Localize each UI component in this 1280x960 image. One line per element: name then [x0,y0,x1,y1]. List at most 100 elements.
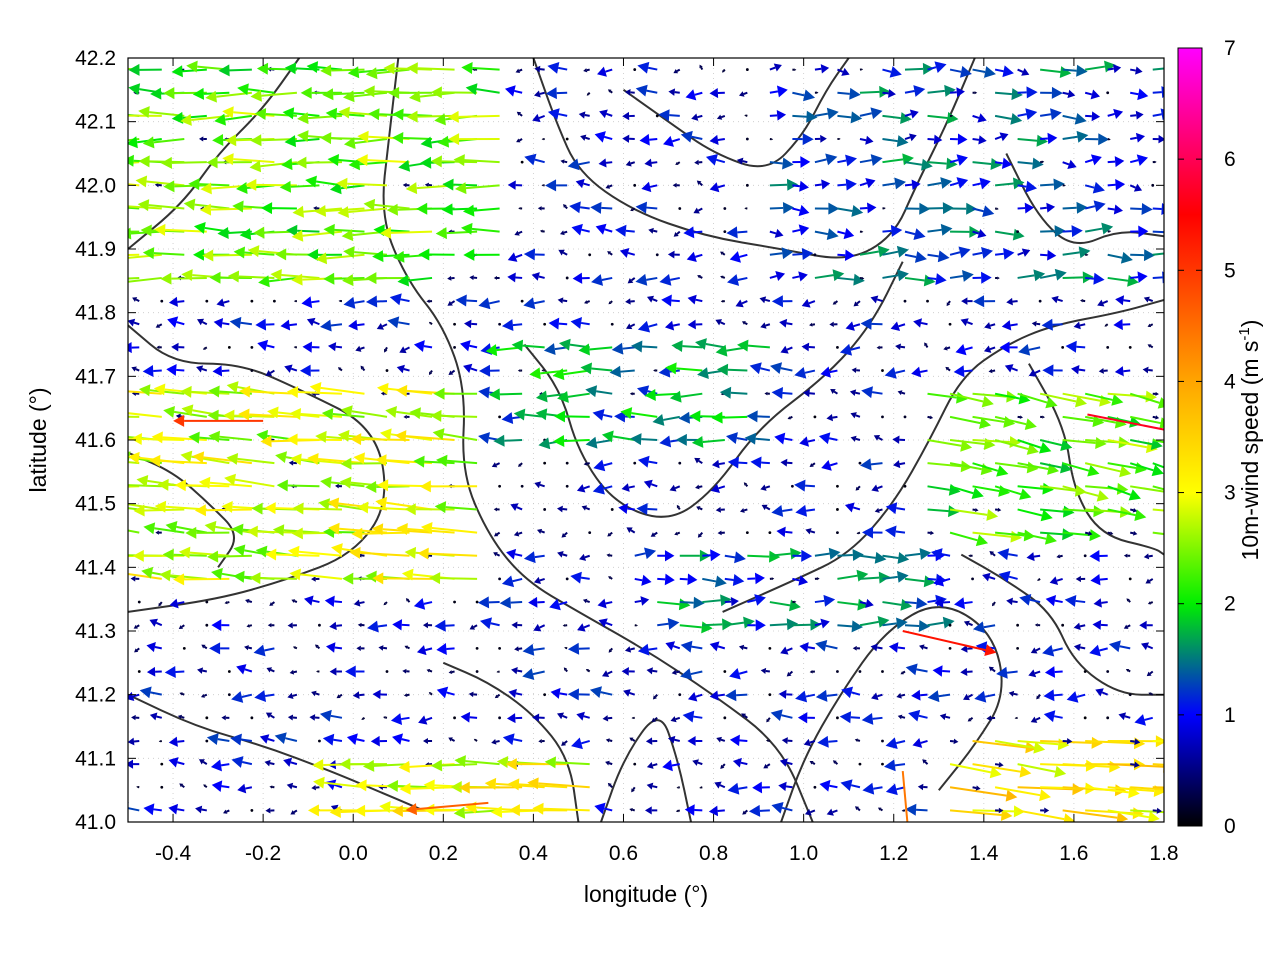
wind-vector [882,245,909,258]
wind-vector [813,785,817,789]
wind-vector [1062,159,1077,170]
wind-vector [346,733,365,746]
wind-vector [669,390,703,403]
wind-vector [1030,716,1041,723]
wind-vector [968,554,973,558]
wind-vector [557,551,568,558]
wind-vector [679,573,698,586]
wind-vector [837,154,857,167]
axis-ticks: -0.4 -0.2 0.0 0.2 0.4 0.6 0.8 1.0 1.2 1.4 1.6 1.8 41… [75,47,1178,865]
wind-vector [1039,392,1088,408]
wind-vector [745,68,749,71]
wind-vector [523,297,545,310]
wind-vector [1085,253,1089,256]
wind-vector [882,224,903,237]
wind-vector [709,641,726,652]
wind-vector [927,505,960,518]
wind-vector [498,322,502,326]
wind-vector [1017,180,1038,193]
wind-vector [948,623,952,627]
wind-vector [306,317,320,327]
wind-vector [994,507,1002,512]
wind-vector [742,809,748,815]
wind-vector [881,762,884,766]
wind-vector [995,807,1004,814]
wind-vector [904,179,921,190]
wind-vector [1089,644,1108,657]
wind-vector [292,646,298,650]
wind-vector [1129,392,1164,409]
wind-vector [197,667,208,674]
wind-vector [156,345,162,350]
wind-vector [1106,345,1110,349]
wind-vector [1129,183,1143,192]
wind-vector [826,808,838,816]
wind-vector [1014,716,1018,720]
wind-vector [292,502,342,515]
wind-vector [633,762,637,766]
wind-vector [538,739,545,744]
wind-vector [598,618,613,628]
wind-vector [882,66,902,78]
wind-vector [1028,669,1041,678]
y-tick-label: 41.3 [75,620,116,643]
wind-vector [778,689,793,699]
wind-vector [313,776,365,789]
wind-vector [591,274,613,286]
wind-vector [367,620,388,633]
wind-vector [323,223,365,236]
wind-vector [724,574,745,586]
wind-vector [1106,716,1110,720]
wind-vector [447,275,455,281]
wind-vector [685,89,703,101]
wind-vector [905,663,928,676]
wind-vector [477,596,500,609]
wind-vector [927,616,955,629]
wind-vector [322,733,343,746]
colorbar-tick-label: 7 [1224,37,1236,60]
wind-vector [608,647,613,653]
wind-vector [478,297,500,310]
wind-vector [335,483,343,489]
wind-vector [691,113,703,121]
wind-vector [709,182,726,193]
wind-vector [607,782,613,788]
wind-vector [340,405,388,418]
wind-vector [657,617,680,630]
wind-vector [249,572,297,585]
wind-vector [287,545,343,558]
wind-vector [618,503,635,515]
wind-vector [621,667,635,676]
wind-vector [565,137,569,141]
wind-vector [903,484,907,488]
wind-vector [1147,344,1154,349]
wind-vector [1125,668,1131,673]
wind-vector [759,296,771,304]
wind-vector [224,473,275,488]
wind-vector [963,693,974,701]
wind-vector [1085,60,1116,73]
wind-vector [953,365,973,378]
wind-vector [1045,595,1063,607]
wind-vector [644,158,658,168]
wind-vector [870,295,883,304]
wind-vector [851,367,861,373]
wind-vector [1092,619,1108,630]
wind-vector [1130,809,1164,814]
wind-vector [1028,369,1041,377]
wind-vector [949,246,971,259]
wind-vector [557,297,568,304]
wind-vector [1152,786,1164,789]
wind-vector [588,253,592,257]
wind-vector [265,807,275,814]
wind-vector [254,690,275,702]
wind-vector [392,733,410,745]
wind-vector [770,362,793,374]
wind-vector [904,597,928,610]
wind-vector [602,715,613,722]
wind-vector [625,160,636,167]
wind-vector [1152,807,1163,814]
colorbar [1177,47,1203,827]
wind-vector [205,716,209,720]
wind-vector [1017,482,1054,495]
